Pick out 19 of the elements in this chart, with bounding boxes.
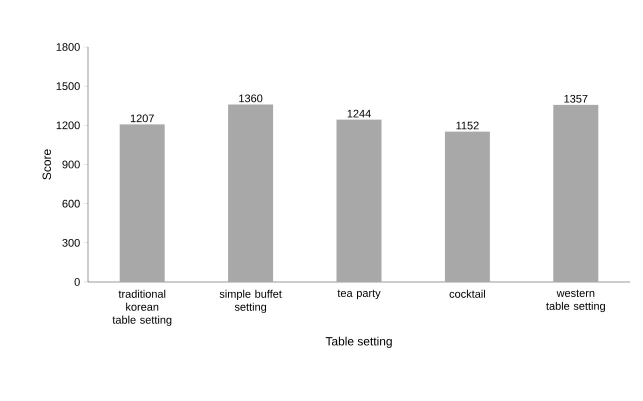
data-label: 1244 — [348, 110, 371, 118]
y-tick-label: 600 — [62, 200, 80, 208]
data-label: 1357 — [564, 94, 588, 103]
x-tick-label: simple buffet setting — [220, 290, 282, 313]
y-tick-label: 300 — [62, 238, 80, 247]
x-tick-label: western table setting — [546, 290, 605, 312]
data-label: 1207 — [130, 114, 154, 122]
x-tick-label: tea party — [338, 290, 381, 300]
y-tick-label: 1800 — [56, 43, 80, 51]
data-label: 1360 — [239, 94, 262, 102]
y-tick-label: 1200 — [56, 121, 80, 130]
y-axis-title: Score — [42, 149, 52, 180]
x-axis-title: Table setting — [326, 336, 392, 348]
x-tick-label: traditional korean table setting — [112, 290, 172, 326]
y-tick-label: 900 — [62, 160, 80, 168]
data-label: 1152 — [456, 122, 479, 130]
y-tick-label: 1500 — [56, 82, 80, 90]
y-tick-label: 0 — [74, 278, 80, 286]
x-tick-label: cocktail — [450, 290, 485, 298]
